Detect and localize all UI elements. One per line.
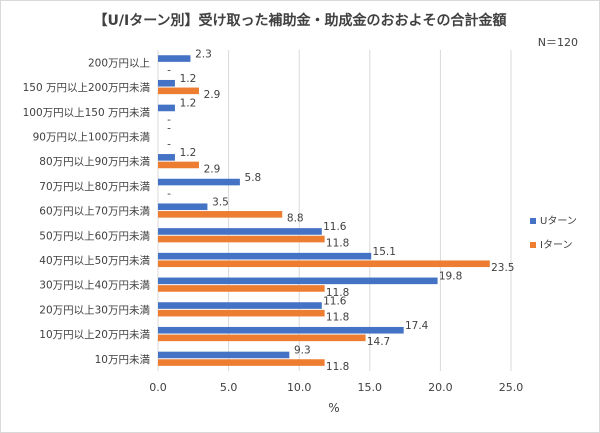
bar-u-turn	[158, 79, 175, 87]
bar-u-turn	[158, 302, 322, 309]
data-label: -	[167, 139, 171, 151]
data-label: 11.8	[326, 287, 349, 299]
bar-i-turn	[158, 359, 325, 366]
data-label: 11.8	[326, 237, 349, 249]
bar-u-turn	[158, 351, 290, 359]
category-label: 60万円以上70万円未満	[39, 206, 150, 218]
x-tick-label: 10.0	[287, 381, 312, 394]
category-label: 80万円以上90万円未満	[39, 156, 150, 168]
data-label: 1.2	[180, 73, 197, 85]
data-label: 1.2	[180, 98, 197, 110]
bar-i-turn	[158, 260, 490, 268]
category-labels: 200万円以上 150 万円以上200万円未満 100万円以上150 万円未満 90万…	[23, 57, 151, 365]
legend-swatch	[530, 218, 536, 224]
x-tick-labels: 0.0 5.0 10.0 15.0 20.0 25.0	[149, 381, 523, 394]
bar-i-turn	[158, 211, 283, 218]
bar-i-turn	[158, 87, 199, 95]
data-label: 17.4	[405, 320, 429, 332]
bar-i-turn	[158, 309, 325, 317]
bar-u-turn	[158, 326, 404, 334]
data-label: 9.3	[294, 345, 311, 357]
data-label: -	[167, 188, 171, 200]
bar-u-turn	[158, 252, 372, 260]
category-label: 20万円以上30万円未満	[39, 304, 150, 316]
data-labels: 2.3-1.22.91.2---1.22.95.8-3.58.811.611.8…	[167, 48, 514, 373]
bars	[158, 55, 490, 366]
bar-u-turn	[158, 277, 438, 285]
category-label: 10万円以上20万円未満	[39, 329, 150, 341]
data-label: -	[167, 114, 171, 126]
data-label: 5.8	[245, 172, 262, 184]
x-tick-label: 0.0	[149, 381, 167, 394]
data-label: 2.3	[195, 48, 212, 60]
data-label: -	[167, 122, 171, 134]
data-label: 2.9	[204, 89, 221, 101]
data-label: 19.8	[439, 271, 462, 283]
category-label: 10万円未満	[95, 354, 151, 366]
category-label: 30万円以上40万円未満	[39, 280, 150, 292]
x-tick-label: 20.0	[428, 381, 453, 394]
legend: Uターン Iターン	[530, 215, 577, 251]
data-label: 11.6	[323, 221, 347, 233]
category-label: 70万円以上80万円未満	[39, 181, 150, 193]
bar-i-turn	[158, 334, 366, 342]
data-label: 11.8	[326, 311, 349, 323]
data-label: 8.8	[287, 213, 304, 225]
bar-i-turn	[158, 285, 325, 292]
x-tick-label: 15.0	[358, 381, 383, 394]
sample-size-note: N＝120	[538, 36, 578, 49]
data-label: -	[167, 64, 171, 76]
gridlines	[157, 50, 512, 372]
x-tick-label: 25.0	[499, 381, 524, 394]
bar-i-turn	[158, 235, 325, 243]
category-label: 100万円以上150 万円未満	[23, 107, 151, 119]
bar-u-turn	[158, 228, 322, 235]
category-label: 150 万円以上200万円未満	[23, 82, 151, 94]
category-label: 40万円以上50万円未満	[39, 255, 150, 267]
data-label: 23.5	[491, 262, 514, 274]
x-axis-label: %	[328, 401, 339, 415]
x-tick-label: 5.0	[220, 381, 238, 394]
bar-u-turn	[158, 55, 191, 62]
data-label: 2.9	[204, 163, 221, 175]
legend-swatch	[530, 242, 536, 248]
bar-u-turn	[158, 104, 175, 112]
bar-i-turn	[158, 161, 199, 169]
category-label: 200万円以上	[88, 57, 150, 69]
bar-u-turn	[158, 154, 175, 161]
data-label: 11.8	[326, 361, 349, 373]
category-label: 50万円以上60万円未満	[39, 230, 150, 242]
data-label: 14.7	[367, 336, 390, 348]
legend-label: Uターン	[540, 215, 577, 227]
data-label: 15.1	[373, 246, 396, 258]
bar-u-turn	[158, 178, 240, 186]
data-label: 11.6	[323, 295, 347, 307]
legend-label: Iターン	[540, 239, 572, 251]
chart-title: 【U/Iターン別】受け取った補助金・助成金のおおよその合計金額	[94, 12, 507, 29]
data-label: 1.2	[180, 147, 197, 159]
data-label: 3.5	[212, 196, 229, 208]
category-label: 90万円以上100万円未満	[33, 131, 151, 143]
bar-u-turn	[158, 203, 208, 211]
